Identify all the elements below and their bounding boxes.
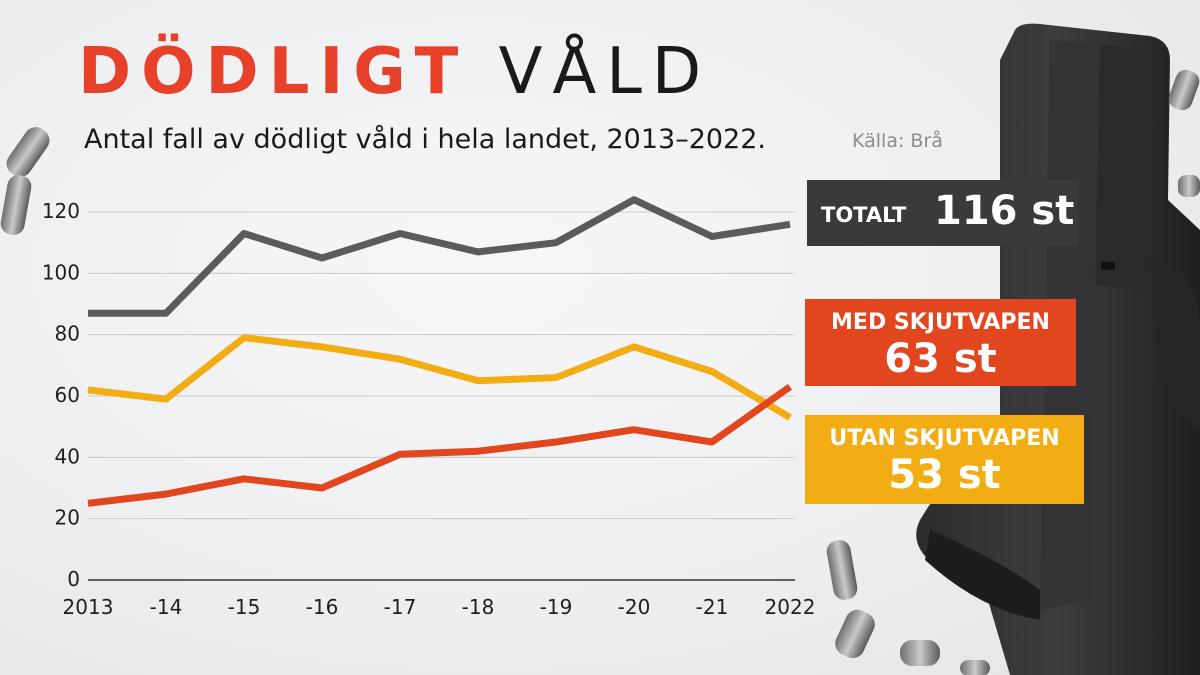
utan-value: 53 st [888,452,1001,498]
total-label: TOTALT [821,203,907,227]
utan-label: UTAN SKJUTVAPEN [829,426,1060,451]
y-tick-label: 120 [42,199,80,223]
x-tick-label: 2013 [63,595,114,619]
med-label: MED SKJUTVAPEN [831,310,1050,335]
series-line-utan-skjutvapen [87,334,792,421]
source-note: Källa: Brå [852,130,943,152]
y-tick-label: 20 [55,506,80,530]
x-tick-label: -17 [384,595,417,619]
page-title: DÖDLIGT VÅLD [78,40,711,104]
x-tick-label: -21 [696,595,729,619]
x-tick-label: -14 [150,595,183,619]
total-value: 116 st [934,188,1075,234]
y-tick-label: 40 [55,444,80,468]
utan-skjutvapen-callout: UTAN SKJUTVAPEN 53 st [805,415,1084,504]
y-tick-label: 80 [55,322,80,346]
x-tick-label: -16 [306,595,339,619]
x-tick-label: -15 [228,595,261,619]
title-bold: DÖDLIGT [78,35,469,109]
med-value: 63 st [884,336,997,382]
y-tick-label: 100 [42,260,80,284]
x-tick-label: 2022 [765,595,816,619]
x-tick-label: -20 [618,595,651,619]
series-line-totalt [88,196,791,317]
series-line-med-skjutvapen [87,383,793,507]
x-tick-label: -18 [462,595,495,619]
total-callout: TOTALT 116 st [807,180,1078,246]
y-tick-label: 0 [67,567,80,591]
med-skjutvapen-callout: MED SKJUTVAPEN 63 st [805,299,1076,386]
y-tick-label: 60 [55,383,80,407]
title-light: VÅLD [498,35,712,109]
x-tick-label: -19 [540,595,573,619]
chart-subtitle: Antal fall av dödligt våld i hela landet… [84,124,767,155]
